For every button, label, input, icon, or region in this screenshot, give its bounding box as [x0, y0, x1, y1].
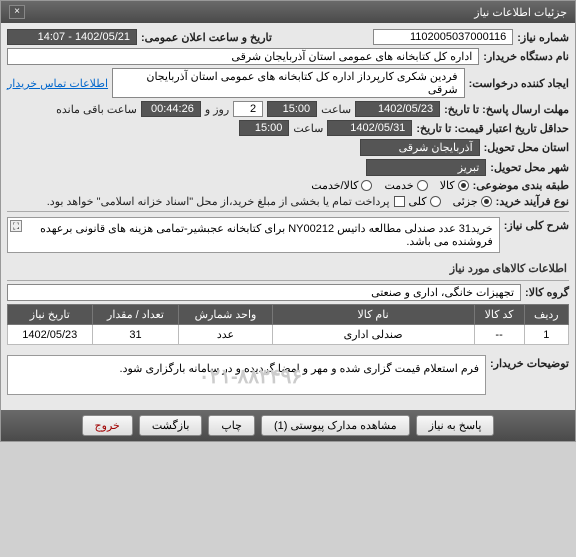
province-value: آذربایجان شرقی [360, 139, 480, 156]
cell-qty: 31 [92, 325, 179, 345]
th-unit: واحد شمارش [179, 305, 272, 325]
table-row[interactable]: 1 -- صندلی اداری عدد 31 1402/05/23 [8, 325, 569, 345]
titlebar: جزئیات اطلاعات نیاز × [1, 1, 575, 23]
description-text: خرید31 عدد صندلی مطالعه داتیس NY00212 بر… [40, 223, 493, 248]
process-radio-group: جزئی کلی [409, 195, 492, 208]
announce-value: 1402/05/21 - 14:07 [7, 29, 137, 45]
city-label: شهر محل تحویل: [490, 161, 569, 174]
contact-link[interactable]: اطلاعات تماس خریدار [7, 77, 108, 90]
pay-note: پرداخت تمام یا بخشی از مبلغ خرید،از محل … [47, 195, 390, 208]
need-no-label: شماره نیاز: [517, 31, 569, 44]
city-value: تبریز [366, 159, 486, 176]
reply-button[interactable]: پاسخ به نیاز [416, 415, 495, 436]
cell-code: -- [474, 325, 524, 345]
dialog-window: جزئیات اطلاعات نیاز × شماره نیاز: 110200… [0, 0, 576, 442]
category-label: طبقه بندی موضوعی: [473, 179, 569, 192]
table-header-row: ردیف کد کالا نام کالا واحد شمارش تعداد /… [8, 305, 569, 325]
province-label: استان محل تحویل: [484, 141, 569, 154]
close-icon[interactable]: × [9, 5, 25, 19]
print-button[interactable]: چاپ [208, 415, 255, 436]
time-label-1: ساعت [321, 103, 351, 116]
buyer-note-label: توضیحات خریدار: [490, 351, 569, 370]
time-label-2: ساعت [293, 122, 323, 135]
goods-section-title: اطلاعات کالاهای مورد نیاز [7, 258, 569, 277]
validity-time: 15:00 [239, 120, 289, 136]
window-title: جزئیات اطلاعات نیاز [474, 6, 567, 19]
remain-label: ساعت باقی مانده [56, 103, 137, 116]
desc-label: شرح کلی نیاز: [504, 215, 569, 232]
announce-label: تاریخ و ساعت اعلان عمومی: [141, 31, 272, 44]
validity-date: 1402/05/31 [327, 120, 412, 136]
cell-row: 1 [524, 325, 568, 345]
group-label: گروه کالا: [525, 286, 569, 299]
radio-full[interactable]: کلی [409, 195, 441, 208]
buyer-label: نام دستگاه خریدار: [483, 50, 569, 63]
radio-partial[interactable]: جزئی [453, 195, 492, 208]
th-date: تاریخ نیاز [8, 305, 93, 325]
buyer-note-text: فرم استعلام قیمت گزاری شده و مهر و امضا … [120, 363, 479, 375]
treasury-checkbox[interactable] [394, 196, 405, 207]
th-code: کد کالا [474, 305, 524, 325]
th-row: ردیف [524, 305, 568, 325]
reply-time: 15:00 [267, 101, 317, 117]
radio-both[interactable]: کالا/خدمت [311, 179, 372, 192]
footer-toolbar: پاسخ به نیاز مشاهده مدارک پیوستی (1) چاپ… [1, 410, 575, 441]
exit-button[interactable]: خروج [82, 415, 133, 436]
reply-deadline-label: مهلت ارسال پاسخ: تا تاریخ: [444, 103, 569, 116]
cell-name: صندلی اداری [272, 325, 474, 345]
attachments-button[interactable]: مشاهده مدارک پیوستی (1) [261, 415, 410, 436]
category-radio-group: کالا خدمت کالا/خدمت [311, 179, 468, 192]
th-qty: تعداد / مقدار [92, 305, 179, 325]
radio-goods[interactable]: کالا [440, 179, 469, 192]
day-label: روز و [205, 103, 229, 116]
validity-label: حداقل تاریخ اعتبار قیمت: تا تاریخ: [416, 122, 569, 135]
group-value: تجهیزات خانگی، اداری و صنعتی [7, 284, 521, 301]
radio-service[interactable]: خدمت [384, 179, 427, 192]
back-button[interactable]: بازگشت [139, 415, 203, 436]
buyer-value: اداره کل کتابخانه های عمومی استان آذربای… [7, 48, 479, 65]
description-box: ⛶ خرید31 عدد صندلی مطالعه داتیس NY00212 … [7, 217, 500, 253]
buyer-note-box: ۰۲۱-۸۸۳۴۹۶ فرم استعلام قیمت گزاری شده و … [7, 355, 486, 395]
reply-date: 1402/05/23 [355, 101, 440, 117]
content-area: شماره نیاز: 1102005037000116 تاریخ و ساع… [1, 23, 575, 404]
th-name: نام کالا [272, 305, 474, 325]
creator-value: فردین شکری کارپرداز اداره کل کتابخانه ها… [112, 68, 465, 98]
days-value: 2 [233, 101, 263, 117]
expand-icon[interactable]: ⛶ [10, 220, 22, 232]
creator-label: ایجاد کننده درخواست: [469, 77, 569, 90]
items-table: ردیف کد کالا نام کالا واحد شمارش تعداد /… [7, 304, 569, 345]
process-label: نوع فرآیند خرید: [496, 195, 569, 208]
cell-unit: عدد [179, 325, 272, 345]
cell-date: 1402/05/23 [8, 325, 93, 345]
need-no-value: 1102005037000116 [373, 29, 513, 45]
remain-value: 00:44:26 [141, 101, 201, 117]
